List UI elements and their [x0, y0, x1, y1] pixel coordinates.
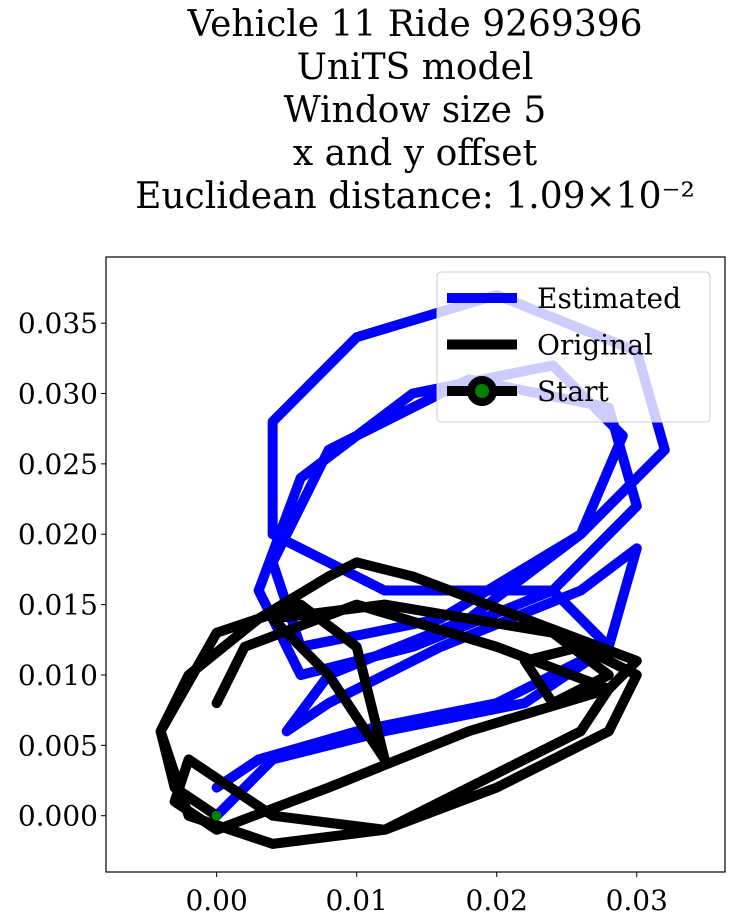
chart-title: Window size 5 [284, 90, 547, 131]
y-tick-label: 0.005 [18, 729, 98, 762]
legend-label: Start [537, 375, 610, 408]
start-marker [211, 810, 222, 821]
y-tick-label: 0.010 [18, 659, 98, 692]
y-tick-label: 0.030 [18, 378, 98, 411]
legend-box [436, 271, 711, 423]
chart-title: Euclidean distance: 1.09×10⁻² [135, 176, 695, 217]
legend-label: Original [537, 329, 653, 362]
y-tick-label: 0.000 [18, 800, 98, 833]
chart-title: UniTS model [297, 47, 534, 88]
chart-title: Vehicle 11 Ride 9269396 [186, 4, 642, 45]
legend-label: Estimated [537, 282, 681, 315]
x-tick-label: 0.01 [326, 884, 388, 917]
series-line [155, 557, 642, 849]
y-tick-label: 0.035 [18, 307, 98, 340]
plot-area [155, 289, 670, 849]
legend: Estimated Original Start [436, 271, 711, 423]
y-tick-label: 0.015 [18, 589, 98, 622]
x-tick-label: 0.00 [185, 884, 247, 917]
y-tick-label: 0.025 [18, 448, 98, 481]
x-tick-label: 0.02 [466, 884, 528, 917]
legend-marker [467, 376, 497, 406]
axes-frame [105, 256, 726, 873]
y-tick-label: 0.020 [18, 518, 98, 551]
chart-title: x and y offset [293, 133, 538, 174]
x-tick-label: 0.03 [606, 884, 668, 917]
